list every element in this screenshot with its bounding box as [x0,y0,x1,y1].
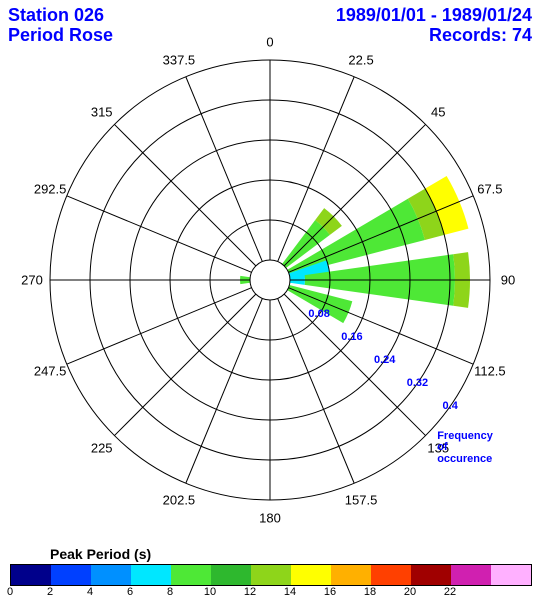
legend-swatch [411,565,451,585]
angle-label: 22.5 [348,53,373,68]
ring-value-label: 0.16 [341,331,362,343]
legend-tick: 20 [404,586,416,598]
angle-label: 90 [501,273,515,288]
legend-swatch [491,565,531,585]
legend-swatch [171,565,211,585]
rose-inner-circle [250,260,290,300]
legend-tick: 6 [127,586,133,598]
legend-tick: 16 [324,586,336,598]
legend-swatch [331,565,371,585]
angle-label: 157.5 [345,492,378,507]
legend-swatch [291,565,331,585]
legend-title: Peak Period (s) [50,546,151,562]
angle-label: 202.5 [163,492,196,507]
legend-tick: 18 [364,586,376,598]
legend-swatch [91,565,131,585]
legend-tick: 0 [7,586,13,598]
legend-tick: 14 [284,586,296,598]
angle-label: 112.5 [474,364,506,379]
root: Station 026 Period Rose 1989/01/01 - 198… [0,0,540,600]
angle-label: 45 [431,104,445,119]
angle-label: 292.5 [34,181,67,196]
rose-svg [0,0,540,550]
legend-swatch [451,565,491,585]
angle-label: 180 [259,511,281,526]
ring-value-label: 0.08 [308,308,329,320]
legend-swatch [251,565,291,585]
legend-tick: 10 [204,586,216,598]
legend-tick: 22 [444,586,456,598]
rose-chart: 022.54567.590112.5135157.5180202.5225247… [0,0,540,550]
angle-label: 0 [266,35,273,50]
angle-label: 67.5 [477,181,502,196]
legend-tick: 2 [47,586,53,598]
legend-swatch [131,565,171,585]
legend-ticks: 0 2 4 6 8 10 12 14 16 18 20 22 [10,586,530,600]
ring-value-label: 0.4 [443,400,458,412]
legend-tick: 8 [167,586,173,598]
legend-tick: 4 [87,586,93,598]
legend-swatch [211,565,251,585]
angle-label: 247.5 [34,364,67,379]
angle-label: 337.5 [163,53,196,68]
legend-bar [10,564,532,586]
legend-tick: 12 [244,586,256,598]
angle-label: 315 [91,104,113,119]
legend-swatch [371,565,411,585]
angle-label: 225 [91,441,113,456]
ring-value-label: 0.24 [374,354,395,366]
legend-swatch [11,565,51,585]
ring-value-label: 0.32 [407,377,428,389]
legend-swatch [51,565,91,585]
frequency-caption: Frequencyofoccurence [437,431,493,466]
angle-label: 270 [21,273,43,288]
